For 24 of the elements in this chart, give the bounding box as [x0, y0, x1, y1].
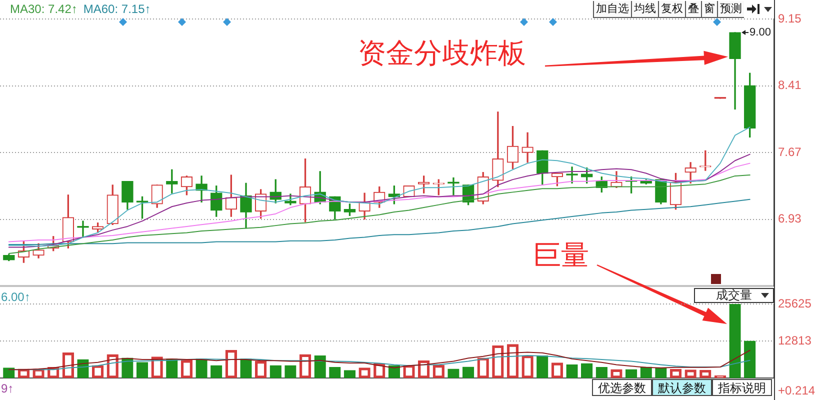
toolbar-button: 复权 — [658, 1, 685, 18]
y-tick-label: 12813 — [778, 333, 812, 348]
tab-button: 优选参数 — [592, 379, 652, 396]
y-tick-label: 7.67 — [778, 144, 802, 159]
y-tick-label: 6.93 — [778, 212, 802, 226]
annotation: 资金分歧炸板 — [358, 38, 526, 69]
y-tick-label: 9.15 — [778, 11, 802, 26]
toolbar-button: 叠 — [685, 1, 701, 18]
text: 6.00↑ — [1, 290, 30, 304]
toolbar-button: 窗 — [701, 1, 717, 18]
tab-button: 默认参数 — [652, 379, 712, 396]
text: +0.214 — [778, 383, 816, 398]
y-tick-label: 25625 — [778, 296, 812, 310]
tab-button: 指标说明 — [712, 379, 772, 396]
annotation: 巨量 — [533, 240, 589, 271]
dropdown-field: 成交量 — [694, 288, 774, 303]
y-tick-label: 8.41 — [778, 78, 802, 92]
toolbar-button: 预测 — [717, 1, 744, 18]
toolbar-button: 均线 — [631, 1, 658, 18]
text: MA60: 7.15↑ — [83, 2, 151, 16]
toolbar-button: 加自选 — [593, 1, 631, 18]
annotation: 9.00 — [750, 26, 771, 39]
text: 9↑ — [1, 381, 14, 396]
text: MA30: 7.42↑ — [10, 2, 78, 16]
